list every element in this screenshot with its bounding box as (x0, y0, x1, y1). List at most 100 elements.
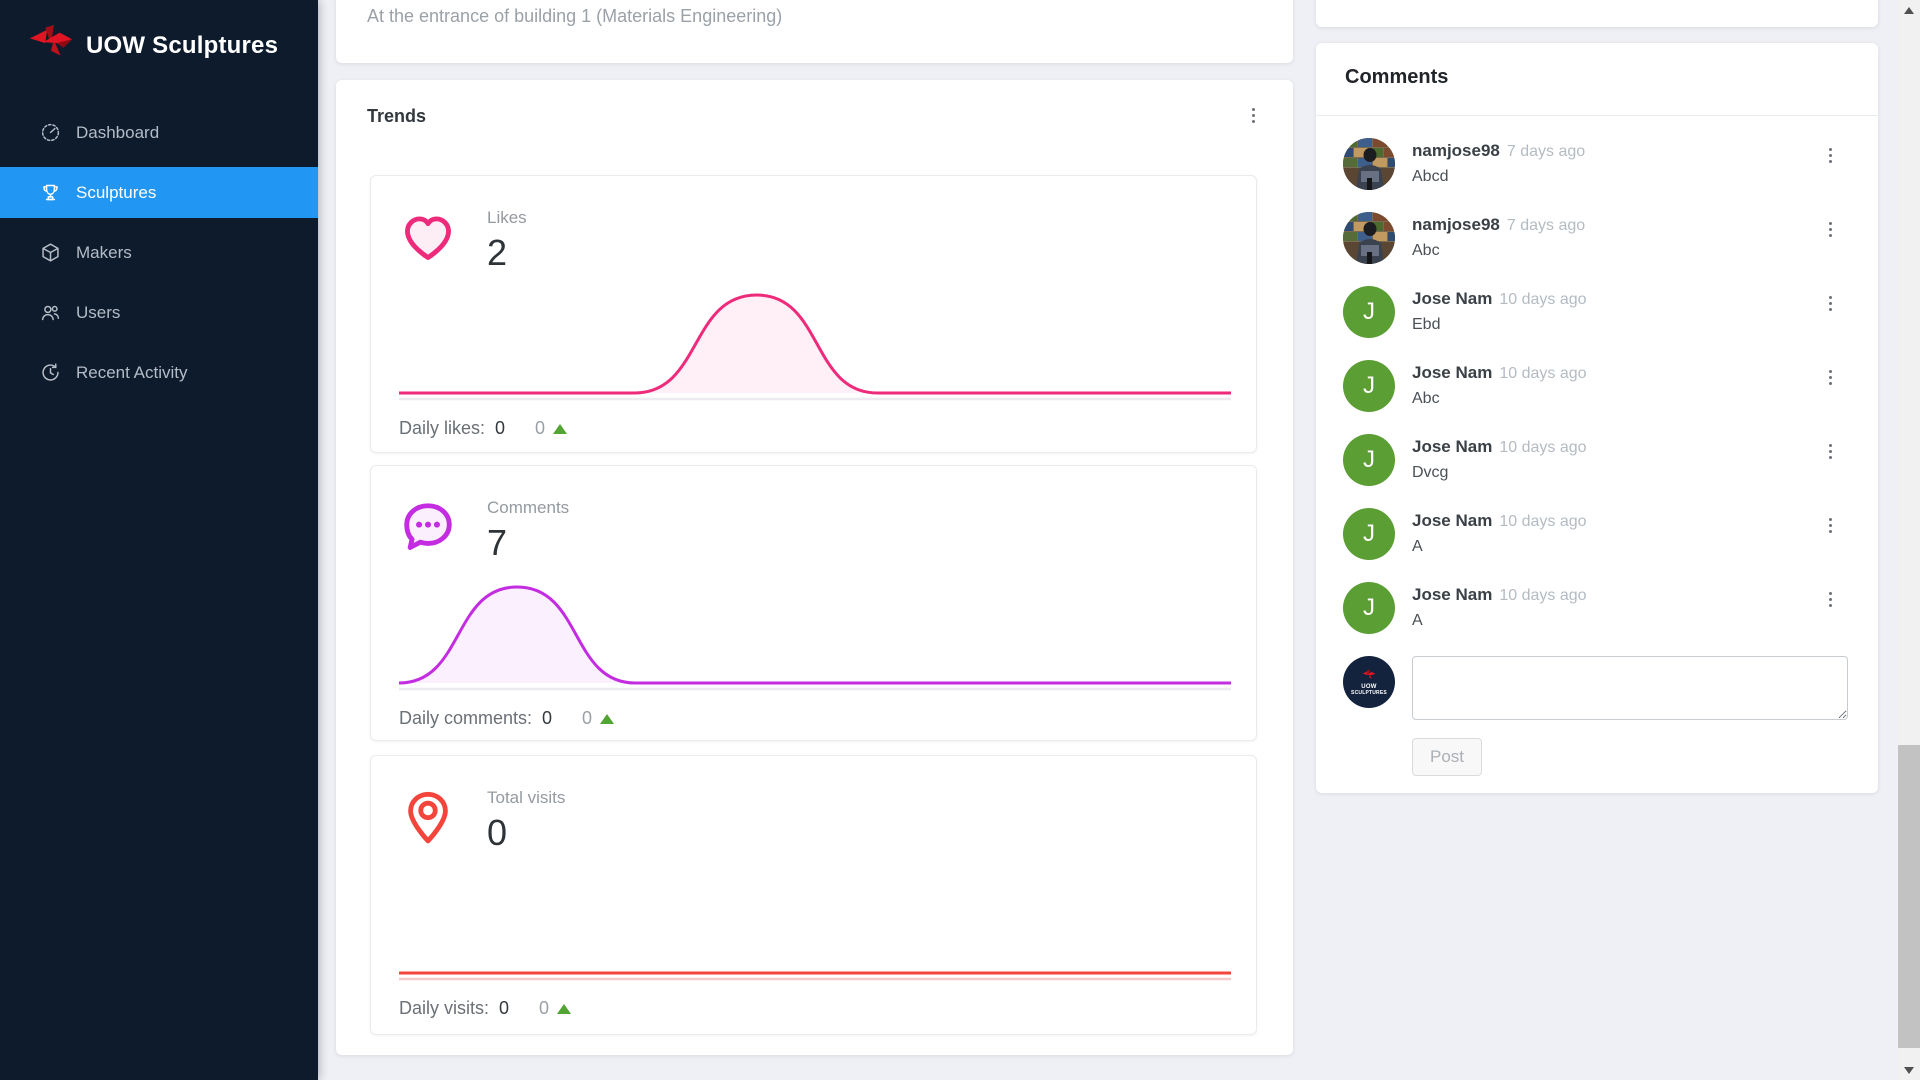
likes-trend-chart (399, 293, 1231, 401)
comment-timestamp: 7 days ago (1506, 217, 1586, 234)
comments-panel: Comments namjose98 7 days ago (1316, 43, 1878, 793)
scrollbar-up-button[interactable] (1898, 0, 1920, 20)
comment-row: namjose98 7 days ago Abcd (1343, 138, 1878, 190)
comment-row: J Jose Nam 10 days ago A (1343, 508, 1878, 560)
comments-total: 7 (487, 522, 508, 563)
comment-row: J Jose Nam 10 days ago A (1343, 582, 1878, 634)
uow-crane-logo-icon (28, 23, 74, 69)
comment-composer: UOW SCULPTURES Post (1316, 656, 1878, 816)
comment-text: Abcd (1412, 168, 1449, 185)
comment-text: Abc (1412, 242, 1440, 259)
sidebar-item-dashboard[interactable]: Dashboard (0, 107, 318, 158)
comment-author: Jose Nam (1412, 363, 1493, 382)
visits-total: 0 (487, 812, 508, 853)
cube-icon (40, 242, 61, 263)
trends-options-button[interactable] (1248, 102, 1259, 129)
comment-options-button[interactable] (1825, 364, 1836, 391)
visits-label: Total visits (487, 788, 566, 807)
heart-icon (399, 208, 457, 266)
comment-timestamp: 10 days ago (1499, 291, 1587, 308)
daily-visits-row: Daily visits: 0 0 (399, 998, 572, 1019)
daily-comments-label: Daily comments: (399, 708, 533, 728)
sidebar-nav: Dashboard Sculptures Makers (0, 107, 318, 398)
sculpture-description-text: At the entrance of building 1 (Materials… (367, 6, 783, 26)
comment-author: namjose98 (1412, 141, 1500, 160)
visits-trend-chart (399, 971, 1231, 981)
up-arrow-icon (1904, 6, 1914, 14)
comment-author: Jose Nam (1412, 437, 1493, 456)
comment-body: namjose98 7 days ago Abc (1412, 212, 1585, 264)
post-button[interactable]: Post (1412, 738, 1482, 776)
comment-text: Ebd (1412, 316, 1441, 333)
comment-timestamp: 7 days ago (1506, 143, 1586, 160)
comment-timestamp: 10 days ago (1499, 513, 1587, 530)
comment-row: J Jose Nam 10 days ago Dvcg (1343, 434, 1878, 486)
comment-row: namjose98 7 days ago Abc (1343, 212, 1878, 264)
comment-text: Dvcg (1412, 464, 1449, 481)
likes-total: 2 (487, 232, 508, 273)
daily-likes-value: 0 (495, 418, 506, 438)
commenter-avatar-initial: J (1343, 360, 1395, 412)
history-clock-icon (40, 362, 61, 383)
comment-row: J Jose Nam 10 days ago Ebd (1343, 286, 1878, 338)
uow-crane-icon (1362, 669, 1376, 679)
daily-likes-delta: 0 (535, 418, 546, 438)
comment-author: namjose98 (1412, 215, 1500, 234)
daily-comments-value: 0 (542, 708, 553, 728)
current-user-avatar: UOW SCULPTURES (1343, 656, 1395, 708)
sidebar-item-label: Dashboard (76, 122, 160, 142)
comment-author: Jose Nam (1412, 585, 1493, 604)
sidebar-item-makers[interactable]: Makers (0, 227, 318, 278)
sidebar-item-sculptures[interactable]: Sculptures (0, 167, 318, 218)
comment-options-button[interactable] (1825, 512, 1836, 539)
app-logo[interactable]: UOW Sculptures (0, 0, 318, 72)
right-panel-upper-card (1316, 0, 1878, 27)
commenter-avatar-photo (1343, 138, 1395, 190)
comment-options-button[interactable] (1825, 438, 1836, 465)
comment-text: A (1412, 612, 1423, 629)
comment-options-button[interactable] (1825, 216, 1836, 243)
sculpture-description-card: At the entrance of building 1 (Materials… (336, 0, 1293, 63)
commenter-avatar-initial: J (1343, 286, 1395, 338)
commenter-avatar-photo (1343, 212, 1395, 264)
down-arrow-icon (1904, 1066, 1914, 1074)
comment-timestamp: 10 days ago (1499, 439, 1587, 456)
comments-panel-title: Comments (1316, 43, 1878, 116)
map-pin-icon (399, 788, 457, 846)
comment-timestamp: 10 days ago (1499, 587, 1587, 604)
comment-body: namjose98 7 days ago Abcd (1412, 138, 1585, 190)
daily-visits-delta: 0 (539, 998, 550, 1018)
page-scrollbar[interactable] (1898, 0, 1920, 1080)
comment-options-button[interactable] (1825, 142, 1836, 169)
commenter-avatar-initial: J (1343, 582, 1395, 634)
comment-row: J Jose Nam 10 days ago Abc (1343, 360, 1878, 412)
sidebar-item-label: Recent Activity (76, 362, 188, 382)
delta-up-icon (600, 713, 615, 724)
commenter-avatar-initial: J (1343, 508, 1395, 560)
sidebar-item-label: Makers (76, 242, 132, 262)
comment-options-button[interactable] (1825, 586, 1836, 613)
sidebar: UOW Sculptures Dashboard Sculptures (0, 0, 318, 1080)
daily-comments-delta: 0 (582, 708, 593, 728)
gauge-icon (40, 122, 61, 143)
comment-body: Jose Nam 10 days ago A (1412, 508, 1587, 560)
app-title: UOW Sculptures (86, 32, 279, 59)
comments-list: namjose98 7 days ago Abcd (1316, 116, 1878, 634)
sidebar-item-label: Sculptures (76, 182, 157, 202)
sidebar-item-users[interactable]: Users (0, 287, 318, 338)
scrollbar-down-button[interactable] (1898, 1060, 1920, 1080)
comment-body: Jose Nam 10 days ago Abc (1412, 360, 1587, 412)
daily-likes-label: Daily likes: (399, 418, 486, 438)
likes-label: Likes (487, 208, 527, 227)
scrollbar-thumb[interactable] (1898, 745, 1920, 1048)
daily-likes-row: Daily likes: 0 0 (399, 418, 568, 439)
likes-trend-card: Likes 2 Daily likes: 0 0 (370, 175, 1257, 453)
delta-up-icon (557, 1003, 572, 1014)
delta-up-icon (553, 423, 568, 434)
comment-input[interactable] (1412, 656, 1848, 720)
comment-author: Jose Nam (1412, 511, 1493, 530)
comments-trend-card: Comments 7 Daily comments: 0 0 (370, 465, 1257, 741)
sidebar-item-recent-activity[interactable]: Recent Activity (0, 347, 318, 398)
comment-options-button[interactable] (1825, 290, 1836, 317)
chat-bubble-icon (399, 498, 457, 556)
